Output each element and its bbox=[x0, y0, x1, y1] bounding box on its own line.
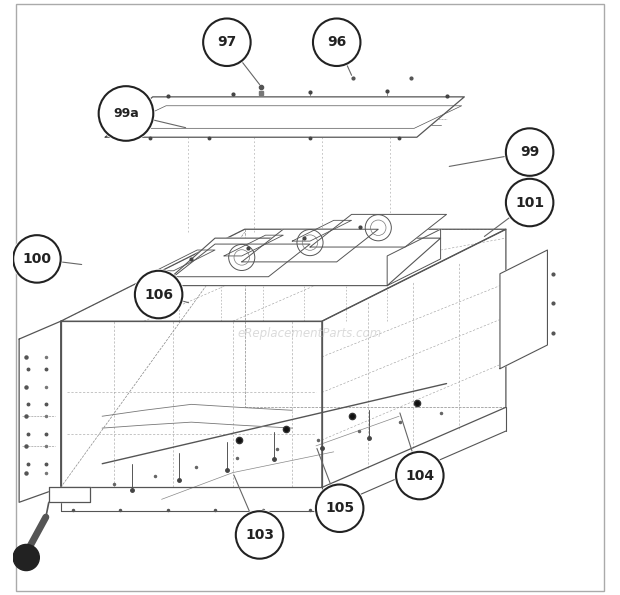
Polygon shape bbox=[500, 250, 547, 369]
Polygon shape bbox=[310, 214, 446, 247]
Circle shape bbox=[394, 450, 445, 501]
Text: 99a: 99a bbox=[113, 107, 139, 120]
Text: 103: 103 bbox=[245, 528, 274, 542]
Text: 106: 106 bbox=[144, 287, 173, 302]
Polygon shape bbox=[242, 229, 378, 262]
Text: 104: 104 bbox=[405, 469, 435, 483]
Circle shape bbox=[504, 127, 555, 177]
Text: 99: 99 bbox=[520, 145, 539, 159]
Polygon shape bbox=[105, 97, 464, 137]
Polygon shape bbox=[322, 229, 506, 487]
Circle shape bbox=[234, 509, 285, 560]
Text: 97: 97 bbox=[217, 35, 236, 49]
Text: 105: 105 bbox=[325, 501, 354, 515]
Circle shape bbox=[504, 177, 555, 228]
Circle shape bbox=[202, 17, 252, 68]
Text: 100: 100 bbox=[22, 252, 51, 266]
Polygon shape bbox=[61, 229, 506, 321]
Circle shape bbox=[13, 544, 39, 571]
Polygon shape bbox=[174, 244, 310, 277]
Text: 96: 96 bbox=[327, 35, 347, 49]
Text: 101: 101 bbox=[515, 196, 544, 209]
Polygon shape bbox=[387, 229, 441, 286]
Polygon shape bbox=[162, 238, 441, 286]
Circle shape bbox=[11, 233, 63, 284]
Polygon shape bbox=[19, 321, 61, 502]
Circle shape bbox=[97, 84, 155, 143]
Polygon shape bbox=[61, 321, 322, 487]
Circle shape bbox=[314, 483, 365, 534]
Circle shape bbox=[133, 269, 184, 320]
Polygon shape bbox=[49, 487, 91, 502]
Circle shape bbox=[311, 17, 362, 68]
Text: eReplacementParts.com: eReplacementParts.com bbox=[238, 327, 382, 340]
